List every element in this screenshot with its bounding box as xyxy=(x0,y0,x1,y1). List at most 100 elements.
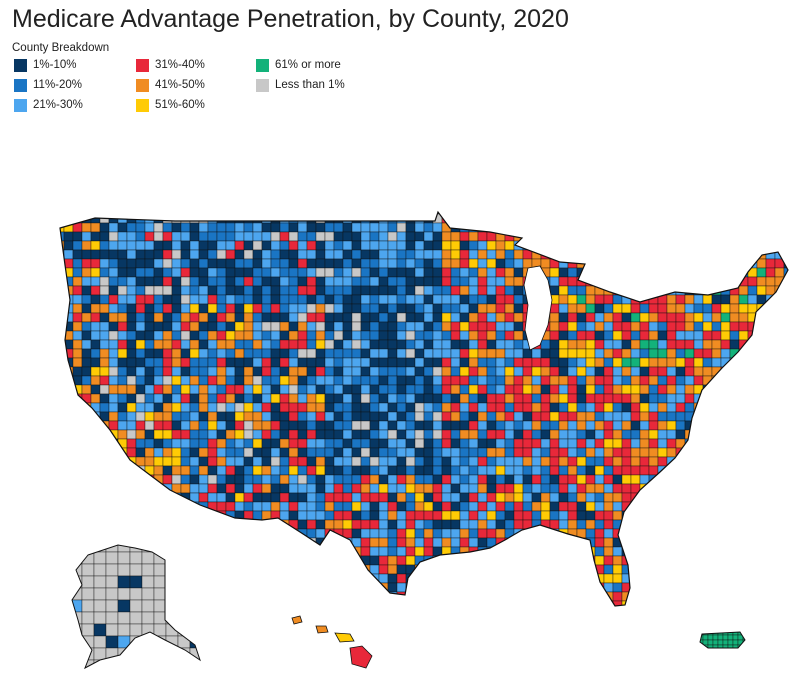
county-cell xyxy=(486,213,497,224)
county-cell xyxy=(666,393,677,404)
county-cell xyxy=(63,483,74,494)
county-cell xyxy=(72,545,83,553)
county-cell xyxy=(756,312,767,323)
county-cell xyxy=(468,510,479,521)
county-cell xyxy=(405,492,416,503)
county-cell xyxy=(72,285,83,296)
county-cell xyxy=(270,483,281,494)
county-cell xyxy=(324,582,335,593)
county-cell xyxy=(477,465,488,476)
county-cell xyxy=(657,510,668,521)
county-cell xyxy=(423,249,434,260)
county-cell xyxy=(315,411,326,422)
county-cell xyxy=(90,393,101,404)
county-cell xyxy=(540,366,551,377)
county-cell xyxy=(297,258,308,269)
county-cell xyxy=(594,330,605,341)
county-cell xyxy=(441,483,452,494)
county-cell xyxy=(450,519,461,530)
county-cell xyxy=(603,492,614,503)
county-cell xyxy=(396,537,407,548)
county-cell xyxy=(108,303,119,314)
county-cell xyxy=(684,357,695,368)
county-cell xyxy=(486,483,497,494)
county-cell xyxy=(495,330,506,341)
county-cell xyxy=(180,465,191,476)
county-cell xyxy=(477,582,488,593)
county-cell xyxy=(405,276,416,287)
county-cell xyxy=(189,546,200,557)
county-cell xyxy=(774,339,785,350)
county-cell xyxy=(117,611,131,625)
county-cell xyxy=(180,438,191,449)
county-cell xyxy=(621,474,632,485)
county-cell xyxy=(207,375,218,386)
county-cell xyxy=(144,420,155,431)
county-cell xyxy=(702,258,713,269)
county-cell xyxy=(684,447,695,458)
county-cell xyxy=(198,384,209,395)
county-cell xyxy=(162,411,173,422)
county-cell xyxy=(351,510,362,521)
county-cell xyxy=(144,348,155,359)
county-cell xyxy=(342,492,353,503)
county-cell xyxy=(405,312,416,323)
county-cell xyxy=(144,267,155,278)
county-cell xyxy=(63,546,74,557)
county-cell xyxy=(279,312,290,323)
county-cell xyxy=(774,474,785,485)
county-cell xyxy=(396,555,407,566)
county-cell xyxy=(406,610,415,619)
county-cell xyxy=(405,438,416,449)
county-cell xyxy=(234,555,245,566)
county-cell xyxy=(450,600,461,606)
county-cell xyxy=(117,623,131,637)
county-cell xyxy=(441,420,452,431)
county-cell xyxy=(684,339,695,350)
county-cell xyxy=(603,212,614,215)
county-cell xyxy=(93,611,107,625)
county-cell xyxy=(720,330,731,341)
county-cell xyxy=(333,312,344,323)
county-cell xyxy=(396,375,407,386)
county-cell xyxy=(460,610,469,619)
county-cell xyxy=(675,573,686,584)
county-cell xyxy=(432,519,443,530)
county-cell xyxy=(774,222,785,233)
county-cell xyxy=(765,537,776,548)
county-cell xyxy=(234,546,245,557)
county-cell xyxy=(513,429,524,440)
county-cell xyxy=(594,429,605,440)
county-cell xyxy=(252,411,263,422)
county-cell xyxy=(693,438,704,449)
county-cell xyxy=(387,420,398,431)
county-cell xyxy=(324,483,335,494)
county-cell xyxy=(639,546,650,557)
county-cell xyxy=(207,492,218,503)
county-cell xyxy=(72,635,83,649)
county-cell xyxy=(360,411,371,422)
county-cell xyxy=(396,339,407,350)
county-cell xyxy=(351,357,362,368)
county-cell xyxy=(774,591,785,602)
county-cell xyxy=(793,259,802,268)
county-cell xyxy=(594,546,605,557)
county-cell xyxy=(342,240,353,251)
county-cell xyxy=(765,258,776,269)
county-cell xyxy=(585,348,596,359)
county-cell xyxy=(423,447,434,458)
county-cell xyxy=(315,474,326,485)
county-cell xyxy=(126,267,137,278)
county-cell xyxy=(684,276,695,287)
county-cell xyxy=(405,357,416,368)
county-cell xyxy=(567,222,578,233)
county-cell xyxy=(261,528,272,539)
county-cell xyxy=(693,303,704,314)
county-cell xyxy=(198,231,209,242)
county-cell xyxy=(612,402,623,413)
county-cell xyxy=(369,339,380,350)
county-cell xyxy=(423,222,434,233)
county-cell xyxy=(738,375,749,386)
county-cell xyxy=(432,501,443,512)
county-cell xyxy=(549,429,560,440)
